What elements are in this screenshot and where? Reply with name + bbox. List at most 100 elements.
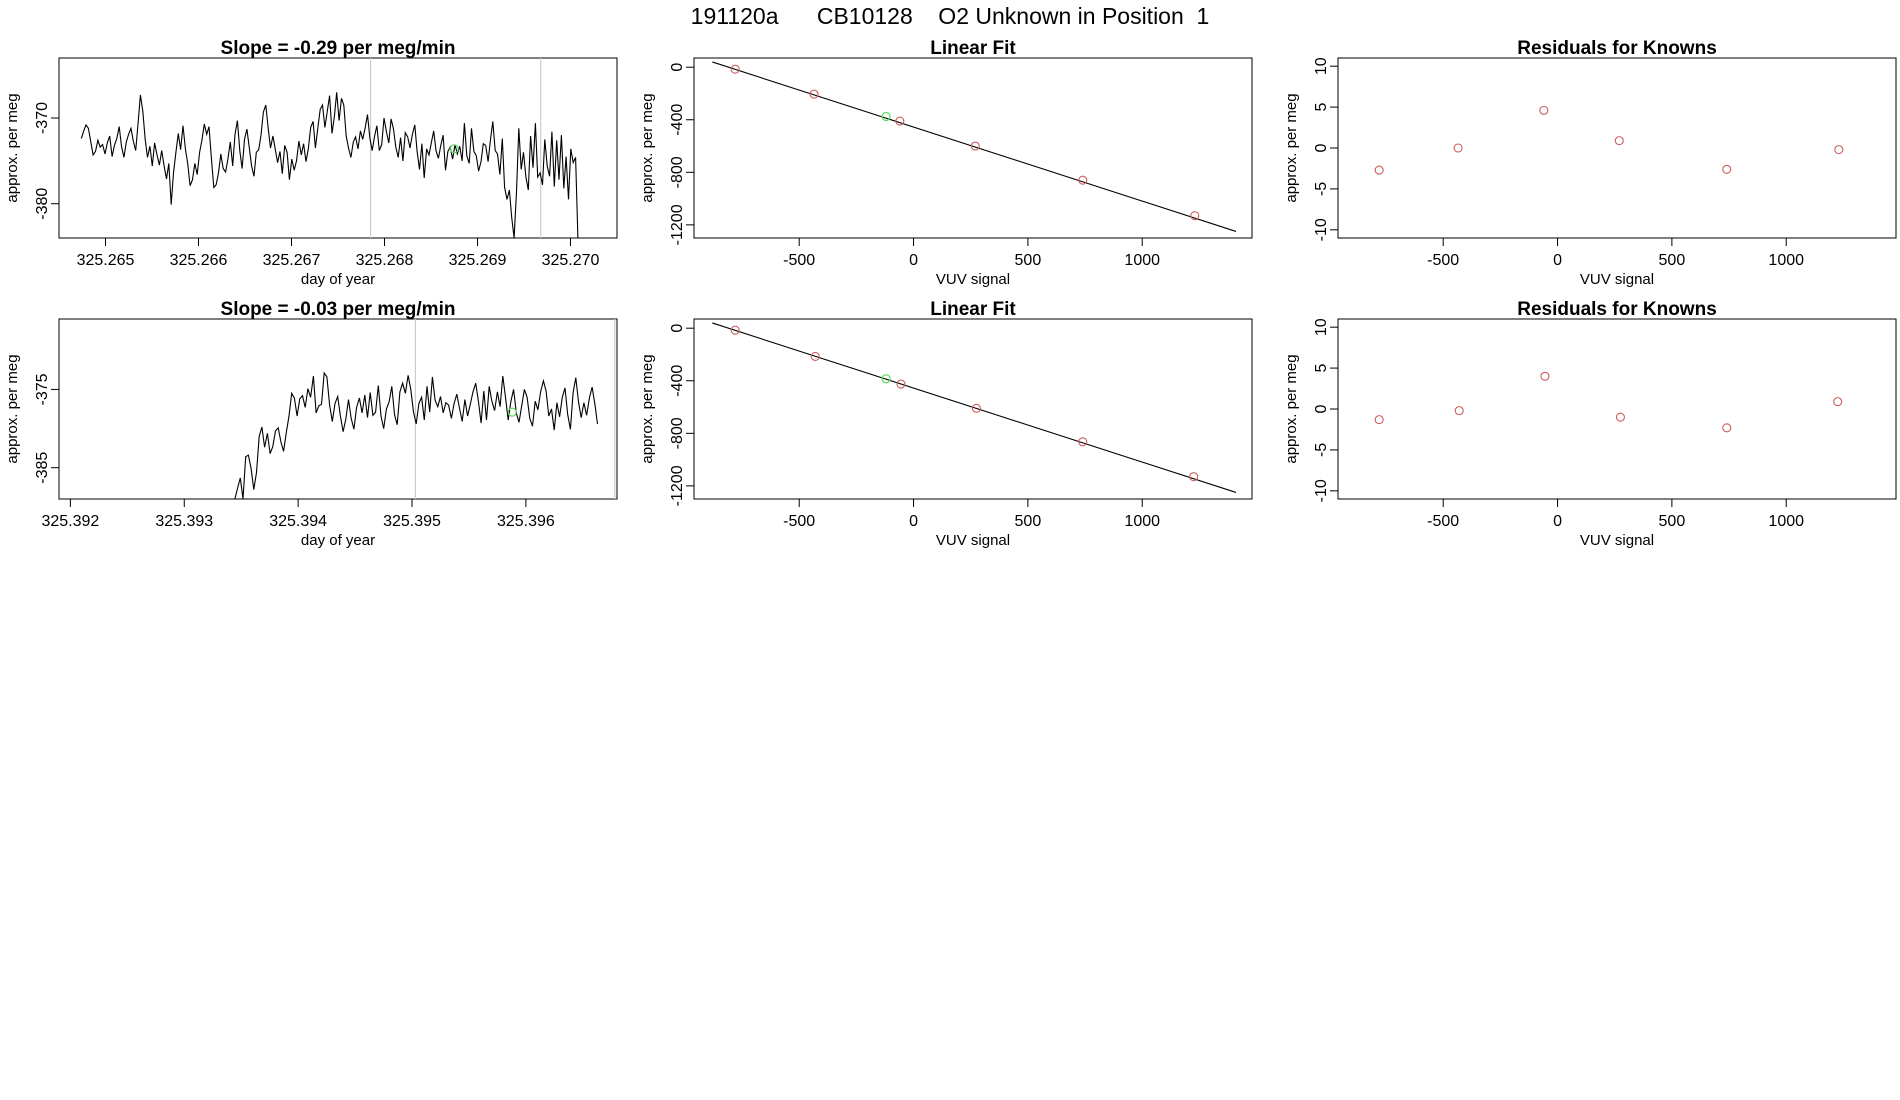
- y-axis-label: approx. per meg: [1283, 93, 1300, 202]
- x-tick-label: 500: [1659, 513, 1686, 530]
- y-tick-label: -400: [669, 365, 686, 397]
- y-tick-label: -10: [1313, 479, 1330, 502]
- known-point: [1374, 415, 1384, 425]
- known-point: [1078, 175, 1088, 185]
- y-tick-label: -5: [1313, 443, 1330, 457]
- known-point: [1453, 143, 1463, 153]
- x-tick-label: 0: [909, 252, 918, 269]
- fit-line: [712, 61, 1237, 232]
- x-tick-label: 500: [1015, 513, 1042, 530]
- known-point: [730, 64, 740, 74]
- known-point: [809, 89, 819, 99]
- x-tick-label: 325.268: [356, 252, 414, 269]
- x-tick-label: 325.392: [41, 513, 99, 530]
- plot-data: [59, 319, 616, 499]
- known-point: [810, 351, 820, 361]
- unknown-point: [881, 374, 891, 384]
- panel-2: Linear Fit -500 0 500 1000 0 -400 -800 -1200 VUV …: [639, 38, 1253, 288]
- x-tick-label: -500: [783, 513, 815, 530]
- x-tick-label: 325.396: [497, 513, 555, 530]
- plot-frame: [693, 57, 1253, 239]
- x-axis-label: day of year: [301, 271, 375, 288]
- y-axis-label: approx. per meg: [1283, 354, 1300, 463]
- x-tick-label: 325.267: [263, 252, 321, 269]
- known-point: [1454, 406, 1464, 416]
- x-tick-label: 0: [909, 513, 918, 530]
- panel-3: Residuals for Knowns -500 0 500 1000 10 5 0 -5 -1…: [1283, 38, 1897, 288]
- y-axis-label: approx. per meg: [639, 93, 656, 202]
- series-line: [59, 371, 599, 499]
- y-tick-label: -400: [669, 104, 686, 136]
- y-tick-label: -380: [34, 188, 51, 220]
- x-tick-label: 325.265: [77, 252, 135, 269]
- x-tick-label: 0: [1553, 252, 1562, 269]
- x-tick-label: 325.269: [449, 252, 507, 269]
- plot-frame: [1337, 57, 1897, 239]
- x-tick-label: 325.394: [269, 513, 327, 530]
- y-tick-label: -800: [669, 417, 686, 449]
- chart-title: Slope = -0.03 per meg/min: [221, 299, 456, 320]
- y-axis-label: approx. per meg: [639, 354, 656, 463]
- plot-data: [1374, 371, 1843, 433]
- y-tick-label: 5: [1313, 103, 1330, 112]
- y-tick-label: -1200: [669, 204, 686, 245]
- y-tick-label: 0: [669, 324, 686, 333]
- plot-frame: [693, 318, 1253, 500]
- known-point: [1078, 437, 1088, 447]
- x-tick-label: 500: [1659, 252, 1686, 269]
- x-tick-label: 500: [1015, 252, 1042, 269]
- plot-frame: [58, 318, 618, 500]
- chart-title: Slope = -0.29 per meg/min: [221, 38, 456, 59]
- y-axis-label: approx. per meg: [4, 93, 21, 202]
- x-tick-label: -500: [783, 252, 815, 269]
- known-point: [1834, 145, 1844, 155]
- y-tick-label: 10: [1313, 318, 1330, 336]
- plot-data: [712, 322, 1237, 493]
- panel-1: Slope = -0.29 per meg/min 325.265 325.266 3…: [4, 38, 618, 288]
- x-tick-label: 1000: [1768, 513, 1804, 530]
- plot-data: [80, 58, 579, 238]
- x-tick-label: 325.266: [170, 252, 228, 269]
- plot-data: [1374, 105, 1844, 175]
- y-tick-label: 0: [1313, 143, 1330, 152]
- y-tick-label: -375: [34, 373, 51, 405]
- x-axis-label: VUV signal: [936, 532, 1010, 549]
- known-point: [1722, 164, 1732, 174]
- y-tick-label: -385: [34, 452, 51, 484]
- x-axis-label: day of year: [301, 532, 375, 549]
- x-tick-label: -500: [1427, 252, 1459, 269]
- known-point: [1540, 371, 1550, 381]
- panel-6: Residuals for Knowns -500 0 500 1000 10 5 0 -5 -1…: [1283, 299, 1897, 549]
- x-tick-label: 0: [1553, 513, 1562, 530]
- series-line: [80, 92, 579, 238]
- known-point: [1722, 423, 1732, 433]
- known-point: [1614, 136, 1624, 146]
- known-point: [896, 379, 906, 389]
- y-tick-label: -370: [34, 102, 51, 134]
- known-point: [1615, 412, 1625, 422]
- x-tick-label: 1000: [1768, 252, 1804, 269]
- page-title: 191120a CB10128 O2 Unknown in Position 1: [690, 3, 1210, 29]
- plot-data: [712, 61, 1237, 232]
- y-tick-label: 0: [669, 63, 686, 72]
- x-tick-label: 325.395: [383, 513, 441, 530]
- known-point: [970, 141, 980, 151]
- y-tick-label: 0: [1313, 404, 1330, 413]
- x-tick-label: -500: [1427, 513, 1459, 530]
- known-point: [730, 325, 740, 335]
- y-tick-label: -800: [669, 156, 686, 188]
- y-tick-label: 5: [1313, 364, 1330, 373]
- unknown-point: [449, 144, 459, 154]
- x-tick-label: 1000: [1124, 252, 1160, 269]
- chart-title: Linear Fit: [930, 38, 1016, 59]
- y-tick-label: -1200: [669, 465, 686, 506]
- x-tick-label: 325.270: [542, 252, 600, 269]
- chart-title: Residuals for Knowns: [1517, 38, 1717, 59]
- known-point: [971, 403, 981, 413]
- y-tick-label: -10: [1313, 218, 1330, 241]
- x-axis-label: VUV signal: [936, 271, 1010, 288]
- known-point: [1833, 397, 1843, 407]
- plot-frame: [1337, 318, 1897, 500]
- chart-title: Residuals for Knowns: [1517, 299, 1717, 320]
- unknown-point: [507, 407, 517, 417]
